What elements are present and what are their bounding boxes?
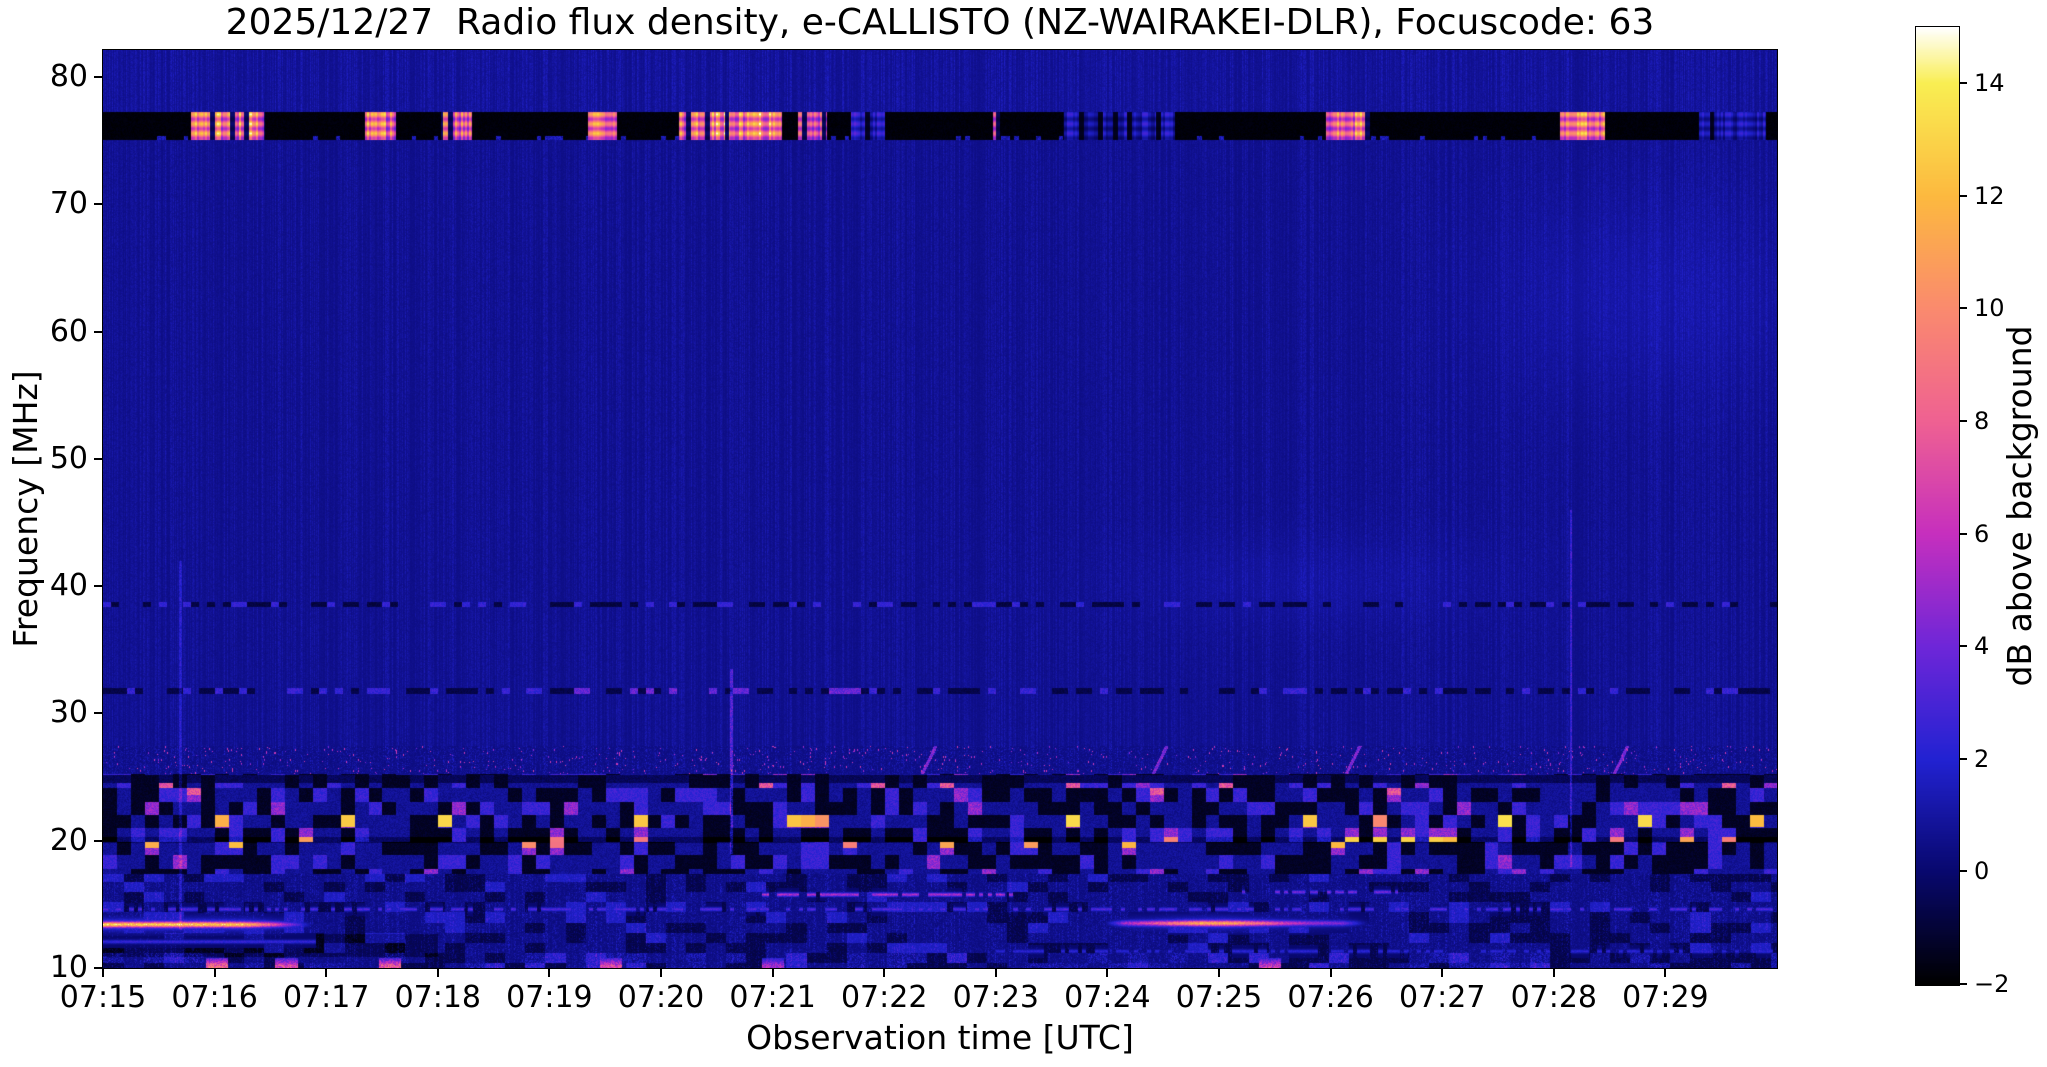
x-tick-mark (325, 968, 328, 977)
colorbar-tick-label: 6 (1974, 519, 1990, 548)
y-tick-label: 50 (49, 440, 88, 476)
y-tick-mark (94, 585, 103, 588)
colorbar-tick-label: 12 (1974, 181, 2005, 210)
y-tick-label: 30 (49, 695, 88, 731)
x-tick-label: 07:21 (729, 980, 816, 1015)
colorbar-tick-mark (1959, 82, 1967, 85)
x-tick-mark (1441, 968, 1444, 977)
x-tick-label: 07:28 (1510, 980, 1598, 1015)
x-tick-label: 07:29 (1622, 980, 1709, 1015)
colorbar-tick-label: 4 (1974, 632, 1990, 661)
colorbar-tick-mark (1959, 757, 1967, 760)
y-tick-mark (94, 839, 103, 842)
y-tick-mark (94, 457, 103, 460)
x-tick-mark (660, 968, 662, 977)
figure-title: 2025/12/27 Radio flux density, e-CALLIST… (225, 2, 1655, 43)
x-tick-mark (1218, 968, 1220, 977)
x-tick-label: 07:24 (1064, 980, 1151, 1015)
spectrogram-canvas (103, 50, 1777, 968)
colorbar-tick-label: 0 (1974, 857, 1990, 886)
colorbar-tick-mark (1959, 194, 1967, 197)
x-tick-mark (102, 968, 104, 977)
colorbar-tick-mark (1959, 870, 1967, 873)
colorbar-label: dB above background (2000, 325, 2039, 687)
colorbar-tick-mark (1959, 532, 1967, 535)
x-tick-label: 07:16 (171, 980, 258, 1015)
x-tick-label: 07:22 (840, 980, 928, 1015)
x-tick-mark (436, 968, 439, 977)
x-tick-label: 07:17 (282, 980, 370, 1015)
x-tick-label: 07:27 (1398, 980, 1486, 1015)
y-tick-mark (94, 712, 103, 715)
y-tick-label: 70 (49, 186, 88, 222)
x-tick-mark (994, 968, 997, 977)
x-tick-mark (771, 968, 774, 977)
x-tick-label: 07:25 (1175, 980, 1263, 1015)
x-tick-label: 07:18 (394, 980, 482, 1015)
y-tick-mark (94, 75, 103, 78)
colorbar-tick-label: 10 (1974, 294, 2005, 323)
x-tick-mark (1664, 968, 1667, 977)
x-tick-label: 07:15 (59, 980, 147, 1015)
x-tick-mark (213, 968, 216, 977)
colorbar (1915, 26, 1960, 986)
y-tick-label: 40 (49, 568, 88, 604)
x-tick-label: 07:23 (952, 980, 1040, 1015)
y-axis-label: Frequency [MHz] (6, 370, 45, 648)
y-tick-mark (94, 330, 103, 333)
y-tick-mark (94, 203, 103, 206)
y-tick-label: 60 (49, 313, 88, 349)
x-tick-mark (1552, 968, 1555, 977)
colorbar-tick-label: −2 (1974, 970, 2010, 998)
colorbar-tick-mark (1959, 420, 1967, 423)
y-tick-label: 10 (49, 950, 88, 985)
x-tick-mark (1329, 968, 1332, 977)
colorbar-tick-mark (1959, 983, 1967, 985)
y-tick-label: 80 (49, 58, 88, 94)
colorbar-tick-label: 14 (1974, 69, 2005, 98)
x-tick-label: 07:20 (617, 980, 705, 1015)
colorbar-tick-mark (1959, 645, 1967, 648)
colorbar-tick-mark (1959, 307, 1967, 310)
plot-area (102, 49, 1778, 969)
y-tick-label: 20 (49, 822, 88, 858)
colorbar-canvas (1916, 27, 1959, 985)
x-tick-label: 07:19 (506, 980, 593, 1015)
x-tick-mark (1106, 968, 1109, 977)
x-axis-label: Observation time [UTC] (746, 1018, 1134, 1057)
colorbar-tick-label: 8 (1974, 407, 1990, 436)
y-tick-mark (94, 967, 103, 969)
colorbar-tick-label: 2 (1974, 744, 1990, 773)
x-tick-mark (883, 968, 886, 977)
x-tick-label: 07:26 (1287, 980, 1374, 1015)
x-tick-mark (548, 968, 551, 977)
